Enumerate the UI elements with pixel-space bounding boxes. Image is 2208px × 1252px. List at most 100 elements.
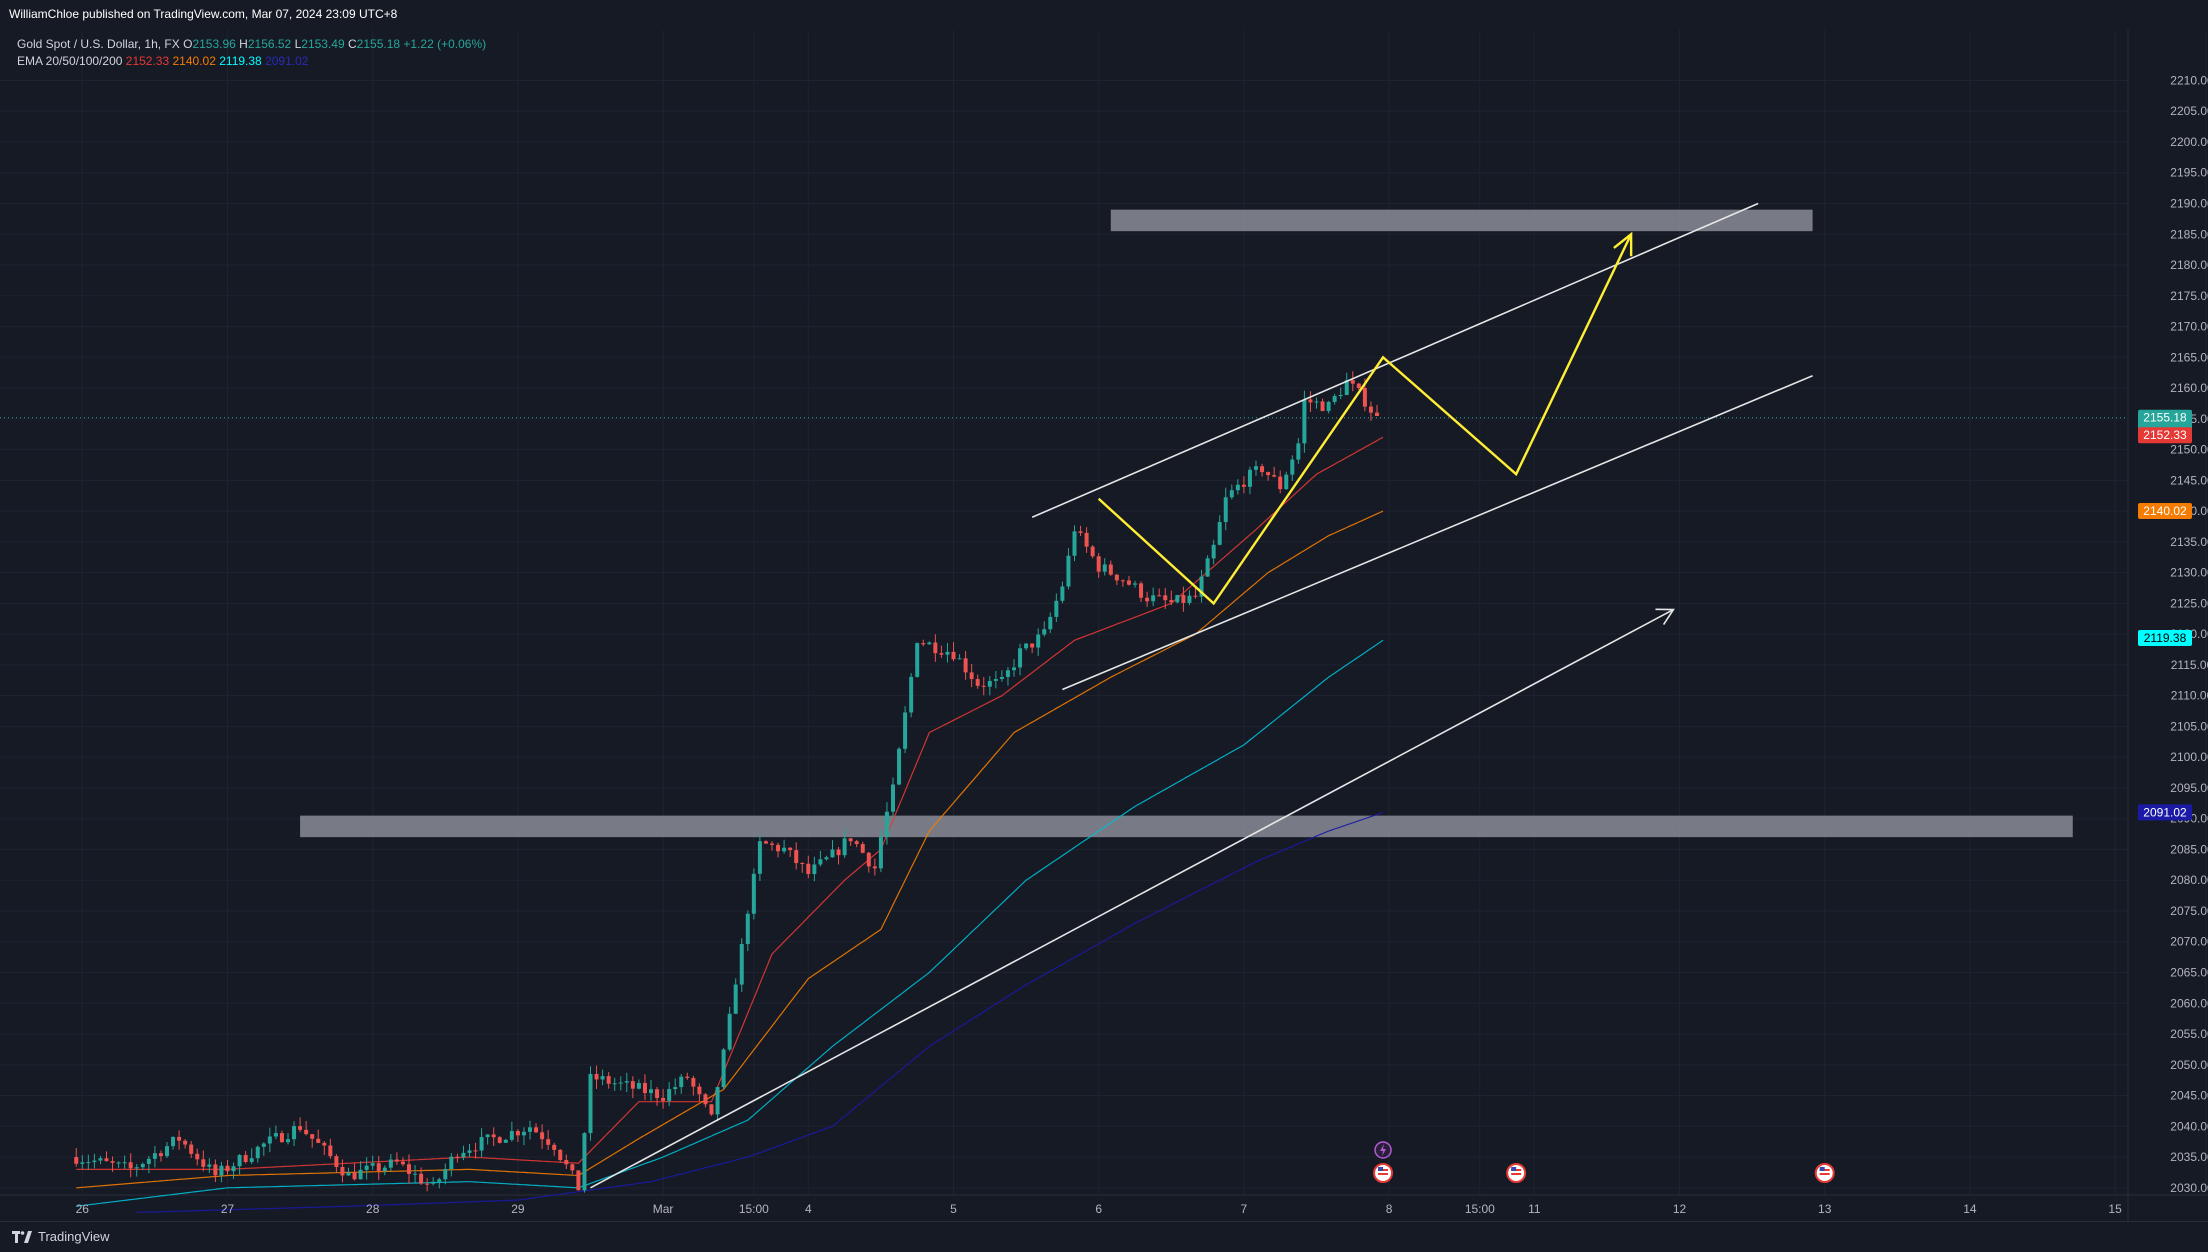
ema20-price-label: 2152.33 [2138, 427, 2192, 444]
candle-body [1260, 466, 1265, 473]
channel-line [1031, 202, 1759, 518]
price-tick-label: 2185.00 [2170, 227, 2208, 241]
candle-body [1284, 474, 1289, 490]
candle-body [558, 1149, 563, 1160]
footer-bar: TradingView [0, 1221, 2208, 1252]
candle-body [884, 811, 889, 838]
us-flag-event-icon [1373, 1163, 1394, 1183]
candle-body [237, 1155, 242, 1167]
candle-body [298, 1126, 303, 1130]
candle-body [975, 679, 980, 686]
candle-body [322, 1142, 327, 1146]
price-tick-label: 2065.00 [2170, 965, 2208, 979]
candle-body [213, 1164, 218, 1176]
candle-body [1012, 667, 1016, 671]
candle-body [1181, 595, 1186, 603]
candle-body [467, 1150, 472, 1153]
candle-body [1247, 469, 1252, 487]
candle-body [394, 1159, 399, 1162]
ema50-line [76, 510, 1384, 1189]
candle-body [1151, 595, 1156, 602]
candle-body [1350, 380, 1355, 384]
price-tick-label: 2110.00 [2171, 689, 2208, 703]
candle-body [310, 1134, 315, 1139]
candle-body [382, 1167, 387, 1172]
candle-body [340, 1166, 345, 1176]
candle-body [546, 1139, 551, 1145]
candle-body [273, 1133, 278, 1137]
time-tick-label: 12 [1673, 1202, 1687, 1216]
time-tick-label: 29 [511, 1202, 525, 1216]
candle-body [993, 679, 998, 681]
price-tick-label: 2135.00 [2170, 535, 2208, 549]
tradingview-brand[interactable]: TradingView [12, 1229, 110, 1244]
candle-body [201, 1159, 206, 1167]
candle-body [642, 1082, 647, 1094]
candle-body [685, 1076, 690, 1078]
time-tick-label: Mar [653, 1202, 674, 1216]
time-tick-label: 13 [1818, 1202, 1832, 1216]
time-tick-label: 15:00 [1465, 1202, 1495, 1216]
candle-body [134, 1167, 139, 1169]
candle-body [1199, 576, 1204, 597]
candle-body [195, 1153, 200, 1160]
candle-body [860, 844, 865, 853]
ema200-value: 2091.02 [265, 54, 309, 68]
publish-info: WilliamChloe published on TradingView.co… [9, 7, 398, 21]
candle-body [909, 676, 914, 713]
candle-body [800, 863, 805, 865]
chart-pane[interactable]: 2210.00 2205.00 2200.00 2195.00 2190.00 2185.… [0, 30, 2208, 1221]
candle-body [388, 1159, 393, 1168]
resistance-zone-1 [300, 815, 2073, 838]
candle-body [1241, 484, 1246, 487]
candle-body [1139, 583, 1144, 598]
candle-body [1169, 600, 1174, 603]
candle-body [183, 1140, 188, 1145]
candle-body [455, 1156, 460, 1158]
symbol-name: Gold Spot / U.S. Dollar, 1h, FX [17, 37, 180, 51]
candle-body [1060, 586, 1065, 601]
candle-body [1326, 401, 1331, 412]
candle-body [1157, 595, 1162, 597]
tradingview-logo-icon [12, 1230, 32, 1243]
price-tick-label: 2040.00 [2170, 1119, 2208, 1133]
candle-body [836, 849, 841, 856]
candle-body [957, 658, 962, 660]
candle-body [667, 1089, 672, 1101]
time-tick-label: 8 [1386, 1202, 1393, 1216]
candle-body [286, 1139, 290, 1143]
ema100-line [76, 639, 1384, 1207]
candle-body [1332, 396, 1337, 402]
price-tick-label: 2190.00 [2170, 196, 2208, 210]
candle-body [316, 1138, 321, 1143]
candle-body [346, 1172, 351, 1176]
candle-body [588, 1073, 593, 1134]
price-tick-label: 2080.00 [2170, 873, 2208, 887]
price-tick-label: 2180.00 [2170, 258, 2208, 272]
candle-body [649, 1089, 653, 1094]
candle-body [1229, 490, 1234, 498]
price-chart[interactable]: 2210.00 2205.00 2200.00 2195.00 2190.00 2185.… [0, 30, 2208, 1221]
candle-body [74, 1157, 79, 1164]
change-value: +1.22 (+0.06%) [403, 37, 487, 51]
candle-body [128, 1162, 133, 1169]
candle-body [794, 850, 799, 864]
candle-body [189, 1144, 194, 1154]
candle-body [1211, 544, 1216, 559]
candle-body [158, 1153, 163, 1157]
candle-body [1217, 521, 1222, 545]
candle-body [878, 837, 883, 869]
candle-body [673, 1087, 678, 1090]
candle-body [576, 1170, 581, 1191]
candle-body [528, 1127, 532, 1132]
candle-body [818, 859, 823, 865]
candle-body [1272, 475, 1277, 477]
candle-body [521, 1131, 526, 1136]
candle-body [1254, 466, 1258, 470]
candle-body [1308, 399, 1313, 403]
candle-body [1223, 497, 1228, 522]
price-tick-label: 2030.00 [2170, 1181, 2208, 1195]
price-label-value: 2152.33 [2143, 428, 2187, 442]
candle-body [1145, 597, 1150, 602]
candle-body [1072, 531, 1077, 556]
